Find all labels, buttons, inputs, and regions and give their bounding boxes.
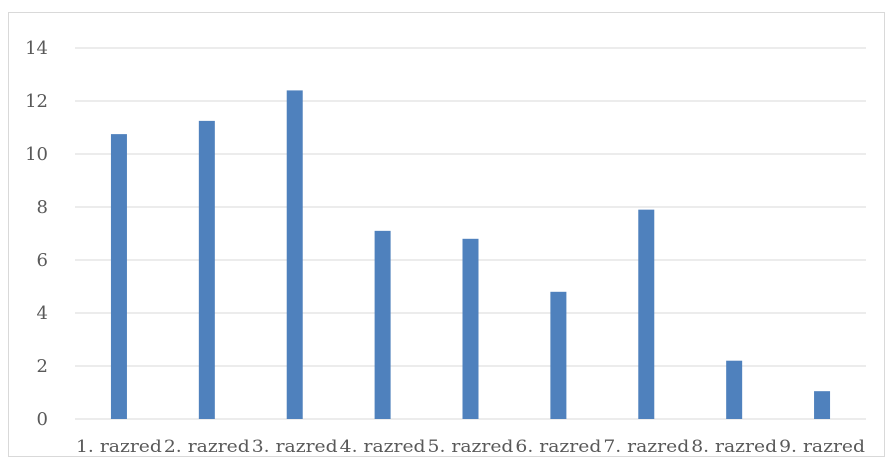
y-tick-label: 6 bbox=[37, 250, 48, 271]
y-tick-label: 14 bbox=[25, 38, 48, 59]
y-tick-label: 10 bbox=[25, 144, 48, 165]
y-axis: 0 2 4 6 8 10 12 14 bbox=[25, 38, 48, 430]
x-tick-label: 4. razred bbox=[340, 437, 426, 456]
x-tick-label: 6. razred bbox=[515, 437, 601, 456]
x-tick-label: 7. razred bbox=[603, 437, 689, 456]
x-tick-label: 8. razred bbox=[691, 437, 777, 456]
bar bbox=[814, 391, 831, 419]
bar bbox=[550, 291, 567, 419]
bars bbox=[110, 90, 831, 420]
x-tick-label: 5. razred bbox=[428, 437, 514, 456]
y-tick-label: 8 bbox=[37, 197, 48, 218]
bar bbox=[726, 360, 743, 419]
bar bbox=[110, 134, 127, 419]
x-tick-label: 1. razred bbox=[76, 437, 162, 456]
y-tick-label: 12 bbox=[25, 91, 48, 112]
y-tick-label: 4 bbox=[37, 303, 48, 324]
x-tick-label: 9. razred bbox=[779, 437, 865, 456]
bar bbox=[198, 120, 215, 419]
bar bbox=[462, 238, 479, 419]
y-tick-label: 2 bbox=[37, 356, 48, 377]
x-tick-label: 3. razred bbox=[252, 437, 338, 456]
bar bbox=[286, 90, 303, 420]
bar bbox=[374, 230, 391, 419]
bar bbox=[638, 209, 655, 419]
y-tick-label: 0 bbox=[37, 409, 48, 430]
x-axis: 1. razred 2. razred 3. razred 4. razred 5. r… bbox=[76, 437, 865, 456]
x-tick-label: 2. razred bbox=[164, 437, 250, 456]
